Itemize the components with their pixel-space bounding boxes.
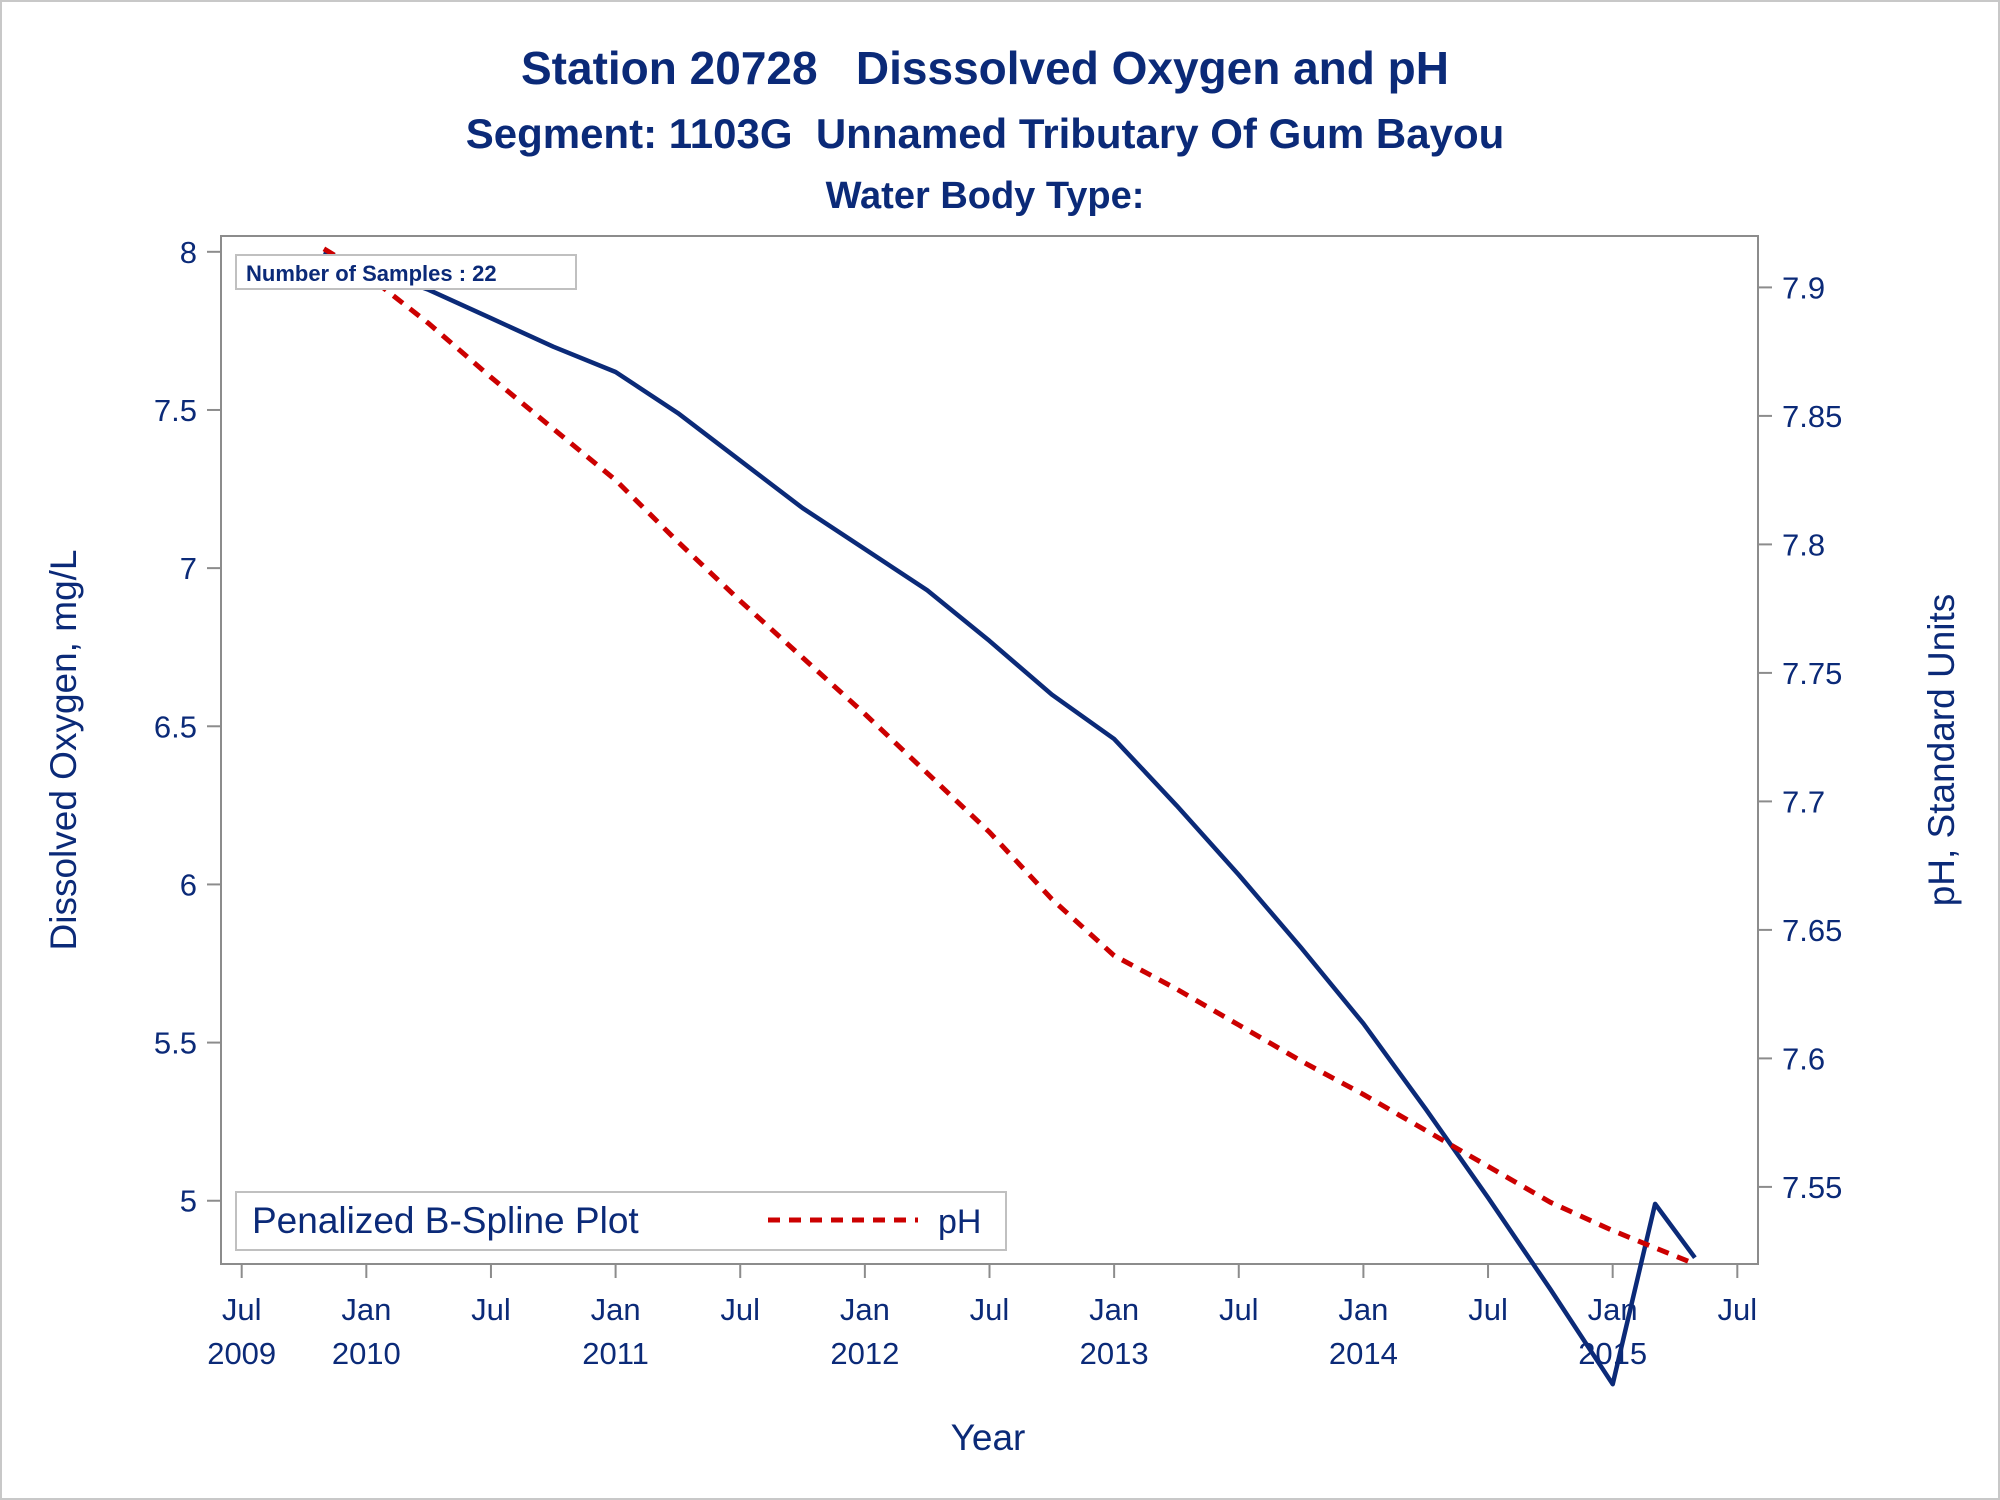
- sample-count-annotation: Number of Samples : 22: [246, 261, 497, 286]
- x-axis-title: Year: [951, 1417, 1026, 1458]
- x-tick-label: Jan: [1338, 1292, 1388, 1327]
- chart-subtitle: Segment: 1103G Unnamed Tributary Of Gum …: [466, 110, 1505, 157]
- x-tick-year-label: 2014: [1329, 1336, 1398, 1371]
- x-tick-year-label: 2012: [830, 1336, 899, 1371]
- y-left-tick-label: 6: [180, 867, 197, 902]
- x-tick-year-label: 2015: [1578, 1336, 1647, 1371]
- axes-group: Jul 2009 Jan 2010 Jul Jan 2011 Jul Jan 2012 Jul Jan…: [154, 235, 1842, 1371]
- x-tick-year-label: 2013: [1080, 1336, 1149, 1371]
- sample-count-box: [235, 254, 577, 290]
- y-axis-left-title: Dissolved Oxygen, mg/L: [43, 549, 84, 950]
- plot-area: [220, 235, 1759, 1265]
- x-tick-year-label: 2009: [207, 1336, 276, 1371]
- x-tick-label: Jul: [471, 1292, 511, 1327]
- series-line-dissolved-oxygen: [323, 249, 1697, 1387]
- y-right-tick-label: 7.65: [1782, 913, 1842, 948]
- y-left-tick-label: 7: [180, 551, 197, 586]
- y-right-tick-label: 7.55: [1782, 1170, 1842, 1205]
- y-right-tick-label: 7.85: [1782, 399, 1842, 434]
- y-right-tick-label: 7.75: [1782, 656, 1842, 691]
- x-tick-label: Jan: [840, 1292, 890, 1327]
- x-tick-label: Jul: [1468, 1292, 1508, 1327]
- x-tick-label: Jan: [341, 1292, 391, 1327]
- x-tick-label: Jan: [1089, 1292, 1139, 1327]
- x-tick-year-label: 2010: [332, 1336, 401, 1371]
- x-tick-label: Jul: [1219, 1292, 1259, 1327]
- legend-title: Penalized B-Spline Plot: [252, 1200, 639, 1241]
- x-tick-label: Jul: [970, 1292, 1010, 1327]
- chart-title: Station 20728 Disssolved Oxygen and pH: [521, 42, 1449, 94]
- y-left-tick-label: 6.5: [154, 709, 197, 744]
- x-tick-label: Jul: [1717, 1292, 1757, 1327]
- legend-label-ph: pH: [938, 1203, 981, 1241]
- y-right-tick-label: 7.7: [1782, 784, 1825, 819]
- x-tick-label: Jul: [222, 1292, 262, 1327]
- y-left-tick-label: 5: [180, 1184, 197, 1219]
- y-left-tick-label: 8: [180, 235, 197, 270]
- y-left-tick-label: 5.5: [154, 1026, 197, 1061]
- series-group: [322, 246, 1697, 1387]
- y-right-tick-label: 7.8: [1782, 527, 1825, 562]
- series-line-ph: [322, 246, 1696, 1267]
- x-tick-label: Jul: [720, 1292, 760, 1327]
- y-left-tick-label: 7.5: [154, 393, 197, 428]
- y-right-tick-label: 7.9: [1782, 270, 1825, 305]
- y-right-tick-label: 7.6: [1782, 1041, 1825, 1076]
- x-tick-label: Jan: [591, 1292, 641, 1327]
- chart-subtitle-water-body: Water Body Type:: [826, 175, 1145, 217]
- y-axis-right-title: pH, Standard Units: [1921, 594, 1962, 907]
- x-tick-year-label: 2011: [582, 1336, 649, 1371]
